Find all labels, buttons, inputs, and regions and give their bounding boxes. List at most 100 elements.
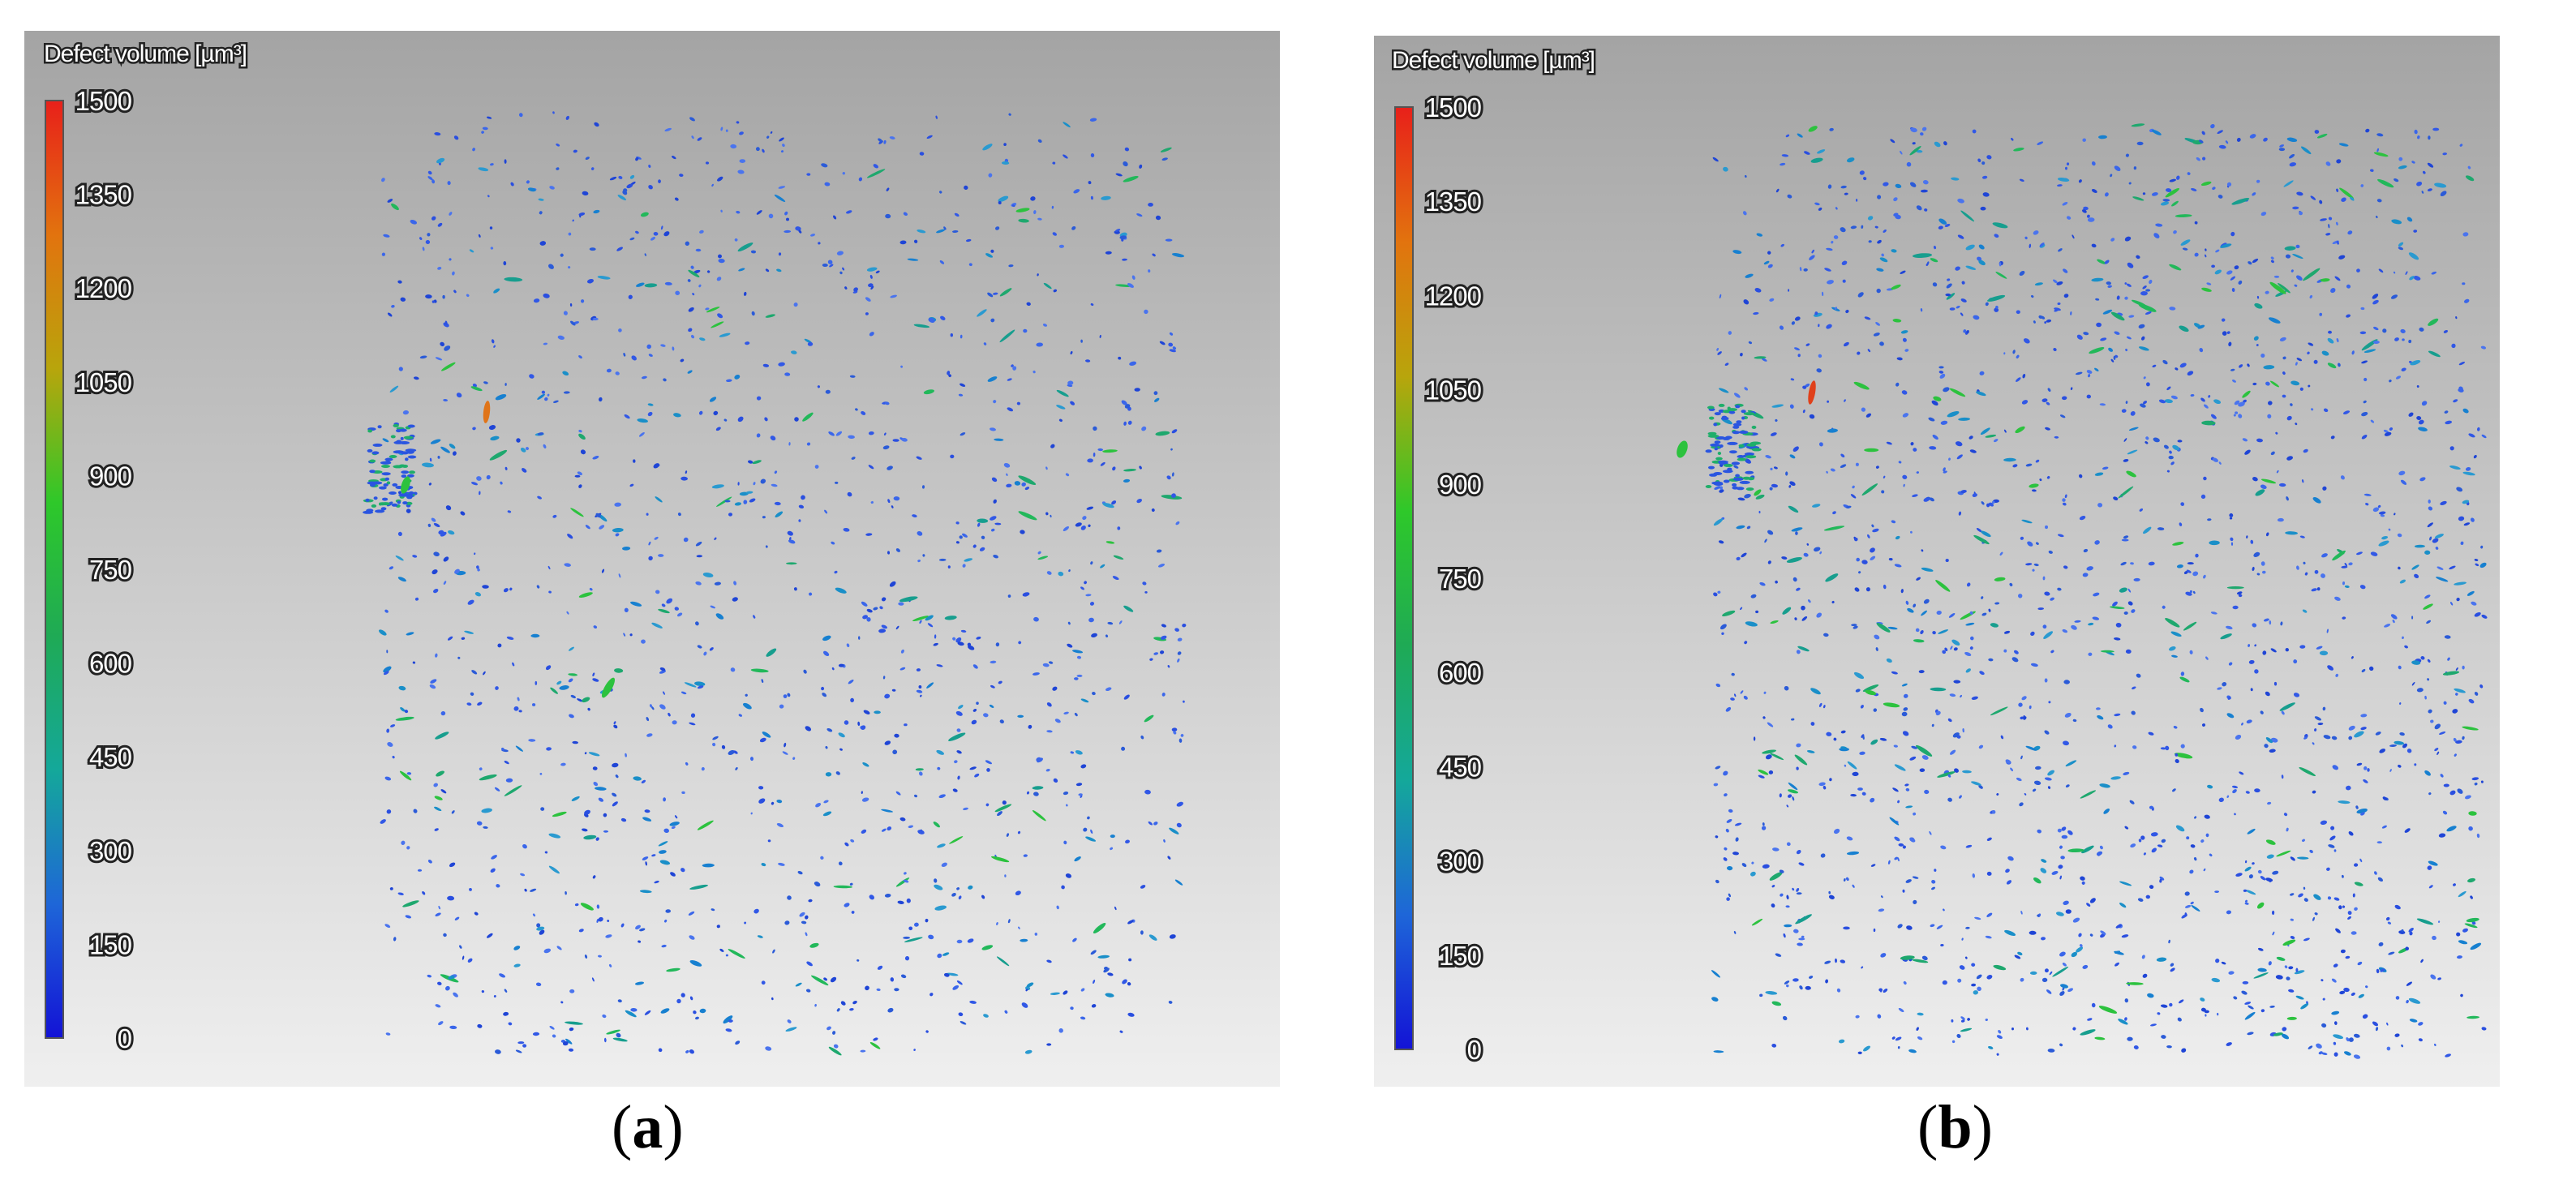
defect-point	[1053, 778, 1058, 783]
colorbar-tick-label: 1200	[1425, 281, 1482, 311]
defect-point	[1962, 770, 1972, 774]
defect-point	[2150, 1023, 2157, 1027]
defect-point	[2286, 1016, 2297, 1020]
defect-point	[2175, 753, 2179, 757]
defect-point	[792, 757, 796, 760]
defect-point	[448, 530, 455, 535]
defect-point	[612, 762, 619, 768]
defect-point	[2401, 929, 2404, 933]
defect-point	[570, 694, 576, 699]
defect-point	[930, 993, 934, 997]
defect-point	[2354, 863, 2359, 867]
defect-point	[1986, 871, 1992, 876]
defect-point	[483, 381, 488, 384]
defect-point	[2394, 178, 2399, 182]
defect-point	[2045, 427, 2050, 431]
defect-point	[1171, 727, 1178, 732]
defect-point	[1065, 804, 1068, 807]
defect-point	[493, 345, 496, 348]
defect-point	[2456, 932, 2461, 937]
defect-point	[1707, 434, 1719, 438]
defect-point	[597, 276, 611, 280]
defect-point	[1942, 650, 1947, 654]
defect-point	[440, 531, 447, 537]
defect-point	[2044, 591, 2050, 596]
defect-point	[2176, 175, 2180, 180]
defect-point	[384, 477, 389, 481]
defect-point	[1967, 1018, 1970, 1021]
defect-point	[881, 809, 893, 813]
defect-point	[2252, 862, 2255, 865]
defect-point	[1770, 467, 1773, 471]
defect-point	[1722, 610, 1736, 616]
defect-point	[635, 157, 639, 161]
defect-point	[384, 609, 389, 613]
defect-point	[566, 611, 569, 615]
defect-point	[2062, 396, 2067, 401]
defect-point	[2395, 375, 2402, 380]
defect-point	[2049, 971, 2053, 976]
defect-point	[1789, 481, 1796, 487]
defect-point	[2030, 631, 2035, 636]
defect-point	[1085, 836, 1097, 842]
defect-point	[1775, 188, 1780, 193]
defect-point	[2242, 438, 2248, 442]
defect-point	[2260, 353, 2265, 358]
defect-point	[1090, 302, 1094, 307]
defect-point	[960, 383, 966, 387]
defect-point	[2244, 1011, 2256, 1020]
defect-point	[2114, 331, 2120, 335]
defect-point	[2067, 216, 2072, 220]
defect-point	[1921, 755, 1929, 760]
defect-point	[846, 643, 850, 648]
defect-point	[2097, 259, 2106, 264]
defect-point	[530, 633, 540, 638]
defect-point	[703, 651, 707, 656]
defect-point	[1844, 764, 1847, 767]
defect-point	[474, 592, 482, 597]
defect-point	[1909, 182, 1917, 187]
defect-point	[2265, 691, 2270, 697]
defect-point	[389, 491, 397, 495]
defect-point	[634, 981, 645, 985]
defect-point	[1076, 655, 1082, 659]
defect-point	[2363, 377, 2368, 382]
defect-point	[2238, 401, 2245, 407]
defect-point	[1756, 233, 1763, 237]
defect-point	[2414, 129, 2418, 135]
defect-point	[2143, 376, 2146, 380]
defect-point	[2347, 911, 2352, 916]
defect-point	[1879, 257, 1888, 263]
defect-point	[1887, 626, 1898, 630]
defect-point	[907, 258, 919, 261]
defect-point	[2265, 877, 2273, 882]
defect-point	[2226, 910, 2231, 915]
defect-point	[568, 673, 578, 676]
defect-point	[2235, 873, 2243, 877]
defect-point	[861, 601, 868, 607]
defect-point	[778, 862, 785, 866]
defect-point	[1765, 990, 1778, 995]
defect-point	[2126, 336, 2132, 340]
defect-point	[935, 115, 938, 119]
defect-point	[2114, 165, 2121, 172]
defect-point	[383, 483, 389, 487]
defect-point	[2437, 920, 2441, 923]
defect-point	[2218, 461, 2222, 465]
defect-point	[2381, 825, 2387, 829]
defect-point	[2248, 659, 2255, 664]
defect-point	[1091, 633, 1097, 638]
defect-point	[1033, 210, 1037, 215]
defect-point	[1026, 982, 1034, 988]
defect-point	[1758, 769, 1769, 775]
defect-point	[390, 724, 396, 727]
defect-point	[381, 502, 390, 506]
defect-point	[1862, 735, 1865, 740]
defect-point	[952, 230, 959, 234]
defect-point	[1960, 312, 1964, 316]
defect-point	[941, 862, 947, 867]
defect-point	[737, 169, 745, 174]
defect-point	[2124, 826, 2129, 830]
defect-point	[2145, 895, 2150, 899]
defect-point	[770, 435, 776, 441]
